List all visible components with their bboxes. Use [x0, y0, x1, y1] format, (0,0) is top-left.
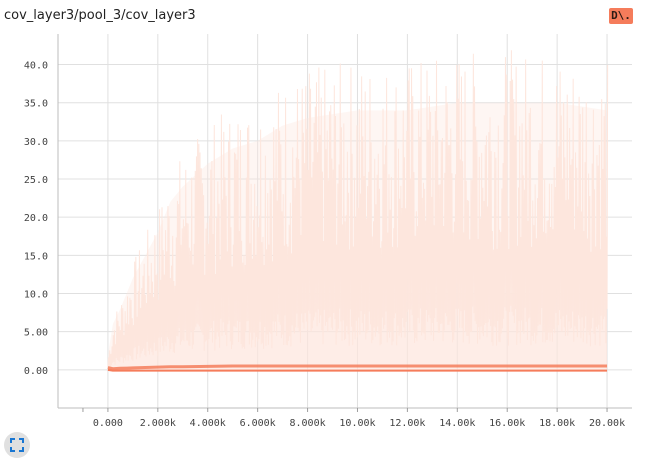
x-tick-label: 0.000 — [93, 418, 123, 429]
max-spike-path — [107, 50, 609, 368]
fullscreen-icon — [10, 438, 24, 452]
y-tick-label: 40.0 — [24, 61, 48, 72]
series-lines — [107, 364, 608, 372]
chart-title: cov_layer3/pool_3/cov_layer3 — [4, 8, 196, 23]
x-tick-label: 12.00k — [389, 418, 425, 429]
x-tick-label: 8.000k — [290, 418, 326, 429]
x-tick-label: 14.00k — [439, 418, 475, 429]
min-line — [107, 368, 608, 372]
axes — [57, 34, 632, 412]
expand-button[interactable] — [4, 432, 30, 458]
download-button[interactable]: D\. — [609, 8, 633, 24]
y-tick-label: 10.0 — [24, 290, 48, 301]
x-tick-label: 18.00k — [539, 418, 575, 429]
y-tick-label: 15.0 — [24, 251, 48, 262]
y-tick-labels: 0.00 5.00 10.0 15.0 20.0 25.0 30.0 35.0 40.0 — [24, 61, 48, 377]
x-tick-labels: 0.000 2.000k 4.000k 6.000k 8.000k 10.00k 12.00… — [93, 418, 625, 429]
y-tick-label: 5.00 — [24, 328, 48, 339]
x-tick-label: 6.000k — [240, 418, 276, 429]
x-tick-label: 16.00k — [489, 418, 525, 429]
x-tick-label: 10.00k — [339, 418, 375, 429]
x-tick-label: 20.00k — [589, 418, 625, 429]
y-tick-label: 35.0 — [24, 99, 48, 110]
y-tick-label: 20.0 — [24, 213, 48, 224]
max-spikes — [107, 50, 609, 368]
x-tick-label: 4.000k — [190, 418, 226, 429]
mean-line — [107, 364, 608, 371]
y-tick-label: 0.00 — [24, 366, 48, 377]
x-tick-label: 2.000k — [140, 418, 176, 429]
y-tick-label: 30.0 — [24, 137, 48, 148]
y-tick-label: 25.0 — [24, 175, 48, 186]
